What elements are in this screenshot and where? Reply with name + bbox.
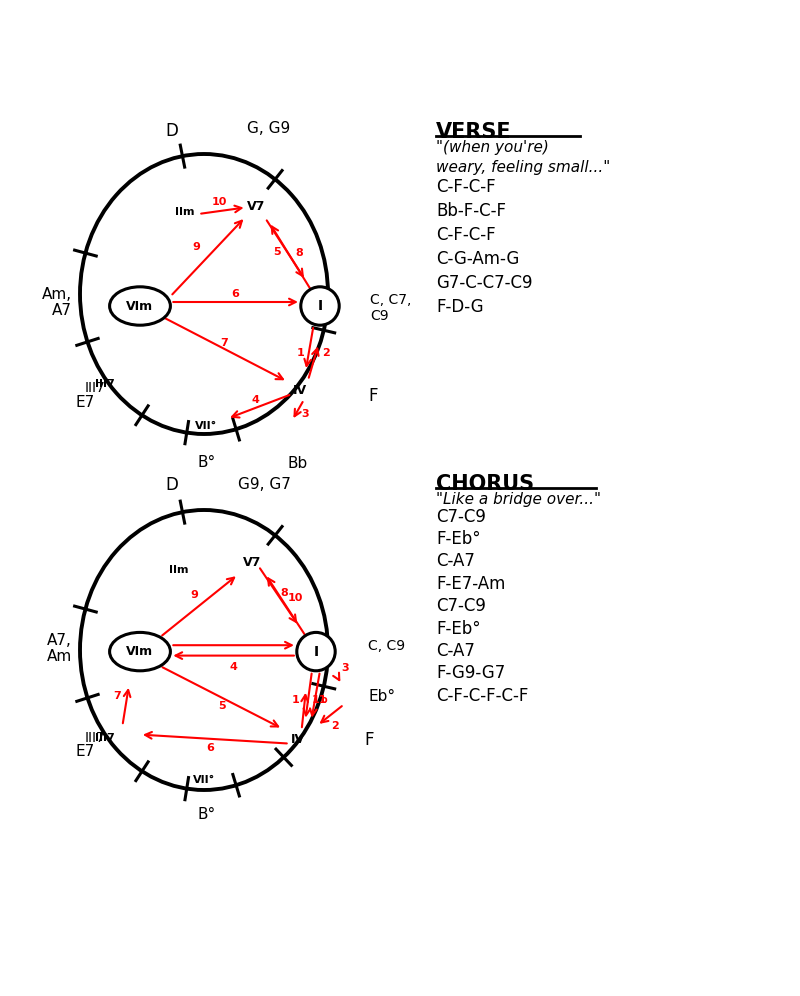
Text: 7: 7 [114,691,122,701]
Text: VII°: VII° [193,775,215,785]
Text: C, C9: C, C9 [368,639,405,653]
Text: "(when you're): "(when you're) [436,139,549,154]
Text: 7: 7 [220,338,228,348]
Text: G, G9: G, G9 [247,122,290,136]
Text: 9: 9 [191,590,198,600]
Text: C, C7,: C, C7, [370,293,412,307]
Text: C9: C9 [370,309,389,323]
Text: D: D [166,476,178,494]
Text: F: F [364,731,374,749]
Text: 6: 6 [206,743,214,753]
Text: V7: V7 [243,556,261,569]
Text: 3: 3 [341,662,349,672]
Text: F-Eb°: F-Eb° [436,620,481,637]
Text: III7: III7 [85,731,106,745]
Text: 5: 5 [273,247,281,257]
Ellipse shape [110,632,170,670]
Text: "Like a bridge over...": "Like a bridge over..." [436,492,601,507]
Text: 8: 8 [296,248,303,258]
Text: A7: A7 [52,303,72,318]
Text: Eb°: Eb° [368,689,395,704]
Text: I: I [314,644,318,658]
Circle shape [297,632,335,670]
Text: V7: V7 [247,199,265,212]
Text: 8: 8 [280,589,288,599]
Text: 10: 10 [287,593,303,603]
Text: VII°: VII° [195,421,218,431]
Text: C7-C9: C7-C9 [436,508,486,526]
Text: F-D-G: F-D-G [436,298,484,316]
Circle shape [301,287,339,326]
Text: weary, feeling small...": weary, feeling small..." [436,159,610,174]
Text: IIm: IIm [175,207,194,217]
Text: 4: 4 [230,661,238,671]
Text: VIm: VIm [126,645,154,658]
Text: F-G9-G7: F-G9-G7 [436,664,506,682]
Text: I: I [318,299,322,313]
Text: 9: 9 [193,242,201,252]
Text: 6: 6 [232,289,239,299]
Text: D: D [166,122,178,139]
Text: o: o [321,695,328,705]
Text: C-A7: C-A7 [436,642,475,660]
Text: Am: Am [46,649,72,664]
Text: 1: 1 [291,695,299,705]
Text: 2: 2 [331,721,338,731]
Text: C-F-C-F-C-F: C-F-C-F-C-F [436,687,528,705]
Text: G9, G7: G9, G7 [238,477,290,492]
Text: III7: III7 [94,733,114,743]
Text: III7: III7 [94,378,114,388]
Text: A7,: A7, [47,632,72,648]
Text: C-G-Am-G: C-G-Am-G [436,250,519,268]
Text: CHORUS: CHORUS [436,474,534,494]
Text: B°: B° [198,455,215,470]
Text: Bb: Bb [287,456,308,471]
Text: 5: 5 [218,701,226,711]
Text: III7: III7 [85,380,106,394]
Text: VIm: VIm [126,300,154,313]
Text: 4: 4 [251,395,259,405]
Text: Bb-F-C-F: Bb-F-C-F [436,202,506,220]
Text: E7: E7 [75,394,94,409]
Text: G7-C-C7-C9: G7-C-C7-C9 [436,274,533,292]
Text: C-F-C-F: C-F-C-F [436,226,496,244]
Ellipse shape [110,287,170,326]
Text: 11: 11 [311,695,327,705]
Text: IIm: IIm [169,565,188,575]
Text: VERSE: VERSE [436,122,512,142]
Text: F: F [368,386,378,404]
Text: C7-C9: C7-C9 [436,598,486,616]
Text: 10: 10 [211,197,227,207]
Text: 2: 2 [322,348,330,358]
Text: IV: IV [290,733,305,746]
Text: Am,: Am, [42,287,72,302]
Text: F-E7-Am: F-E7-Am [436,575,506,593]
Text: F-Eb°: F-Eb° [436,530,481,548]
Text: IV: IV [293,383,307,396]
Text: B°: B° [198,807,215,822]
Text: C-A7: C-A7 [436,553,475,571]
Text: C-F-C-F: C-F-C-F [436,178,496,196]
Text: E7: E7 [75,744,94,759]
Text: 1: 1 [297,348,305,358]
Text: 3: 3 [302,408,310,418]
